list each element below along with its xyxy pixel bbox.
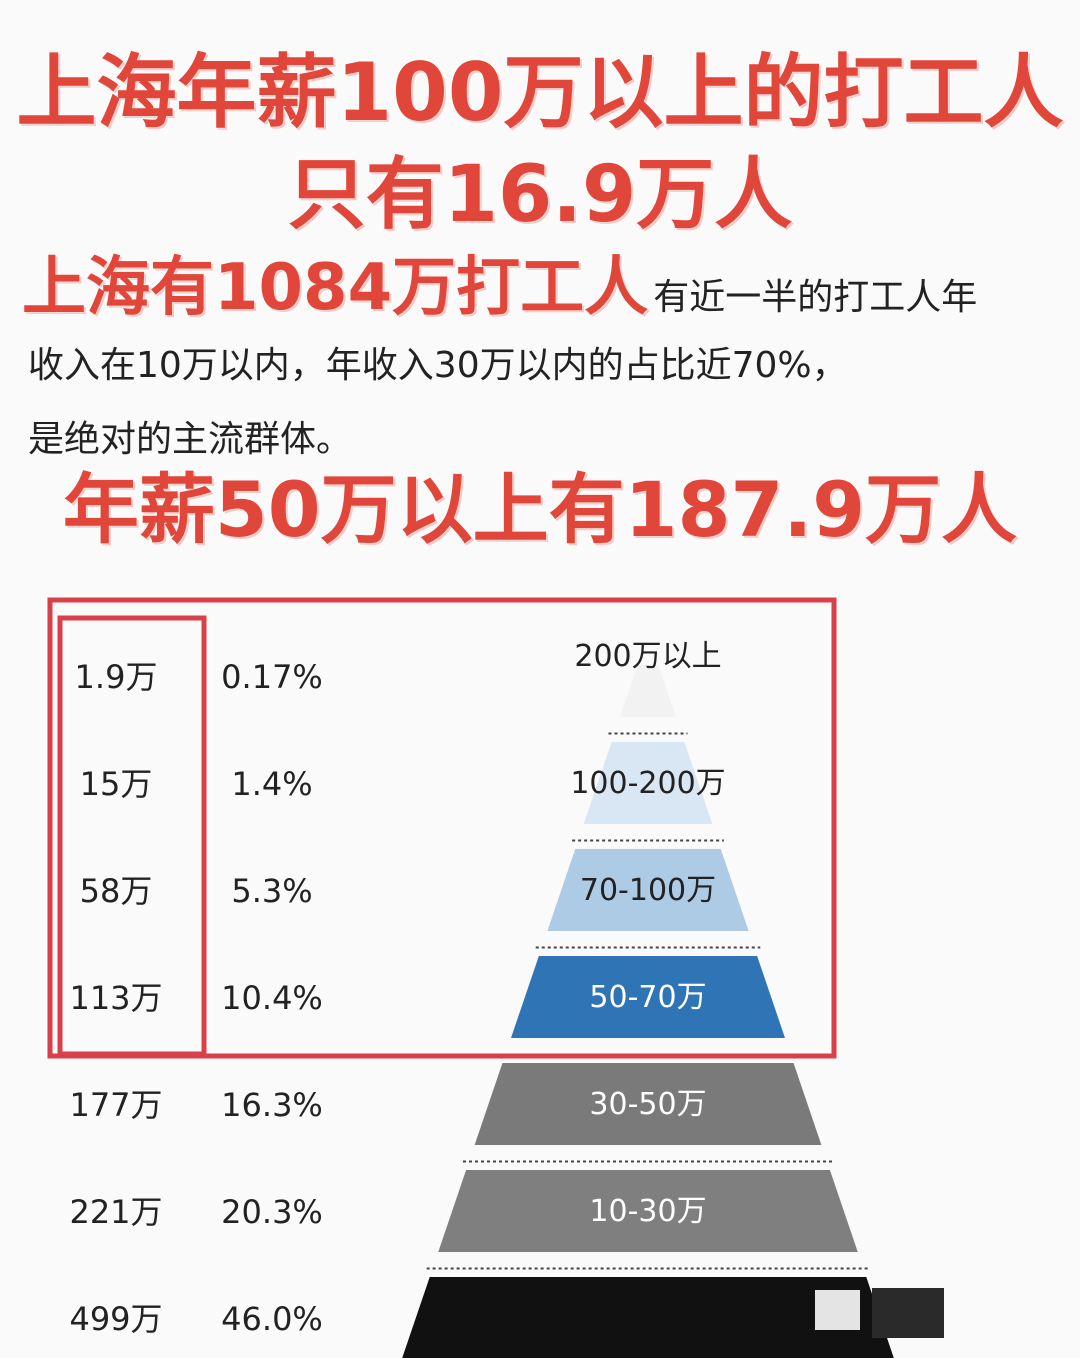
pyramid-band [438,1170,858,1252]
row-count: 113万 [69,979,162,1017]
income-pyramid-chart: 200万以上100-200万70-100万50-70万30-50万10-30万 … [47,597,944,1358]
table-rows: 1.9万 0.17% 15万 1.4% 58万 5.3% 113万 10.4% 177万 16.3… [69,658,322,1338]
subheadline: 上海有1084万打工人 [22,251,649,325]
pyramid-band [620,665,676,717]
row-share: 20.3% [221,1193,323,1231]
headline-line2: 只有16.9万人 [287,150,793,240]
pyramid-band [402,1277,894,1358]
subheadline-row: 上海有1084万打工人 有近一半的打工人年 [22,248,1072,328]
row-count: 58万 [80,872,153,910]
band-label: 10-30万 [589,1194,706,1229]
band-label: 70-100万 [580,873,716,908]
row-count: 1.9万 [75,658,158,696]
description-part2: 收入在10万以内，年收入30万以内的占比近70%， [28,345,848,386]
row-share: 1.4% [231,765,312,803]
description-part3: 是绝对的主流群体。 [28,419,353,460]
headline-line1: 上海年薪100万以上的打工人 [16,46,1064,139]
row-count: 221万 [69,1193,162,1231]
row-share: 10.4% [221,979,323,1017]
pyramid-band [474,1063,822,1145]
count-column-box [57,615,207,1057]
band-label: 200万以上 [574,639,721,674]
watermark-patch [815,1290,860,1330]
row-share: 46.0% [221,1300,323,1338]
watermark-patch-dark [872,1288,944,1338]
highlight-box [47,597,837,1059]
row-count: 15万 [80,765,153,803]
pyramid-band [583,742,713,824]
row-share: 0.17% [221,658,323,696]
pyramid-band [510,956,786,1038]
row-count: 177万 [69,1086,162,1124]
row-count: 499万 [69,1300,162,1338]
band-label: 50-70万 [589,980,706,1015]
description-part1: 有近一半的打工人年 [653,277,978,318]
pyramid-band [547,849,749,931]
highlight-headline: 年薪50万以上有187.9万人 [62,465,1018,554]
band-label: 100-200万 [570,766,725,801]
row-share: 5.3% [231,872,312,910]
band-label: 30-50万 [589,1087,706,1122]
pyramid-bands: 200万以上 100-200万 70-100万 50-70万 30-50万 10-30万 [402,639,894,1358]
row-share: 16.3% [221,1086,323,1124]
